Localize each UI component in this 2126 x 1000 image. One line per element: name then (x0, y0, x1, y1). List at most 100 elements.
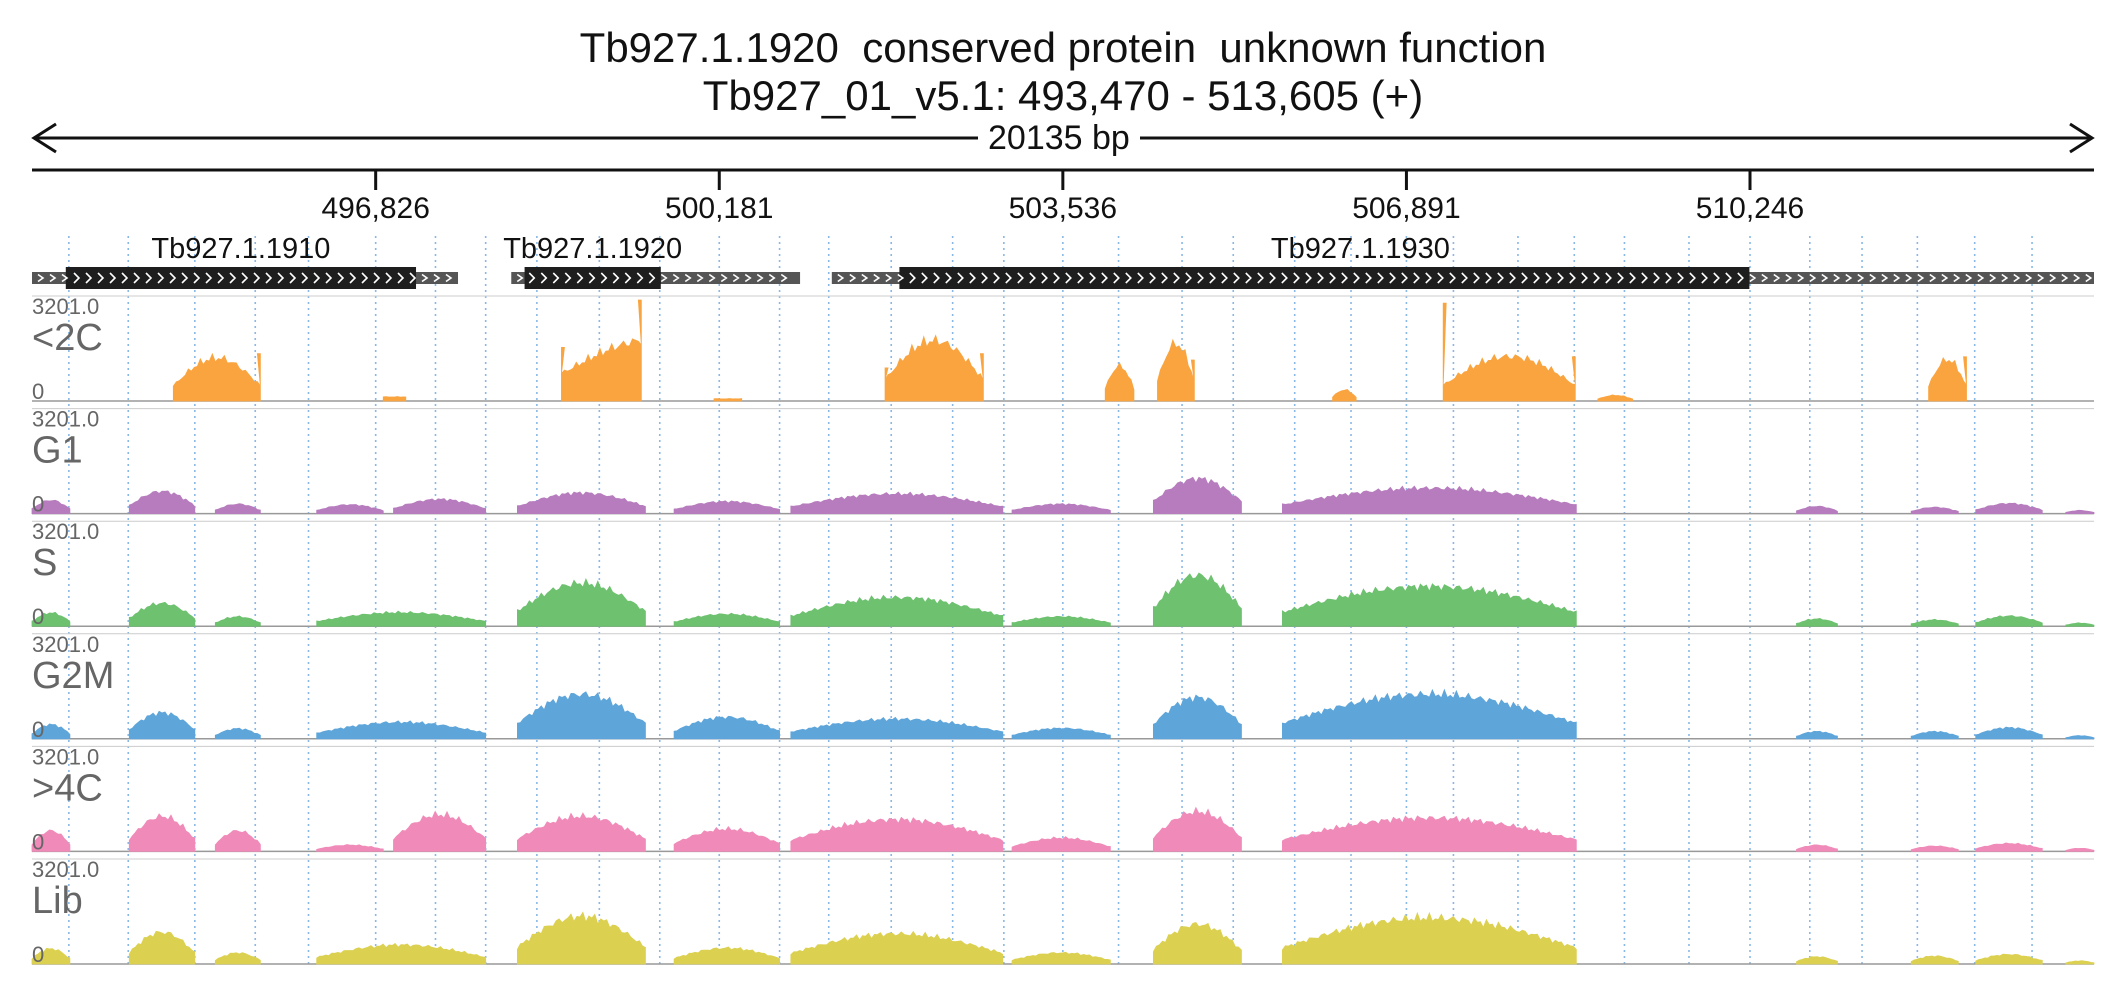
coverage-area (517, 491, 646, 514)
track-name: Lib (32, 880, 83, 922)
coverage-area (1796, 730, 1838, 740)
coverage-track: 3201.0<2C 0 (32, 294, 2094, 404)
track-max-label: 3201.0 (32, 519, 99, 544)
coverage-area (2065, 960, 2095, 965)
strand-arrows (837, 272, 2093, 284)
coverage-area (1796, 956, 1838, 965)
x-axis: 496,826 500,181 503,536 506,891 510,246 (32, 168, 2094, 225)
coverage-area (214, 727, 261, 740)
track-name: G1 (32, 430, 83, 472)
coverage-area (673, 612, 780, 627)
coverage-area (1910, 730, 1959, 740)
coverage-area (517, 578, 646, 627)
track-min-label: 0 (32, 942, 44, 967)
coverage-area (790, 491, 1004, 514)
coverage-area (517, 691, 646, 740)
coverage-area (382, 396, 407, 402)
coverage-area (1282, 583, 1577, 627)
span-length-label: 20135 bp (978, 118, 1140, 158)
coverage-area (31, 611, 71, 627)
coverage-track: 3201.0>4C 0 (31, 744, 2095, 854)
coverage-area (1152, 806, 1242, 852)
coverage-area (1796, 505, 1838, 514)
axis-tick-label: 496,826 (321, 192, 429, 225)
coverage-area (1332, 389, 1357, 402)
coverage-area (790, 930, 1004, 965)
coverage-area (1282, 485, 1577, 514)
figure-title: Tb927.1.1920 conserved protein unknown f… (579, 24, 1547, 71)
coverage-area (1928, 356, 1968, 402)
coverage-area (790, 716, 1004, 740)
coverage-area (517, 911, 646, 965)
coverage-area (1282, 911, 1577, 965)
coverage-area (1975, 842, 2043, 852)
coverage-area (517, 812, 646, 852)
coverage-area (673, 500, 780, 514)
coverage-area (316, 504, 384, 514)
coverage-area (790, 594, 1004, 627)
strand-arrows (37, 272, 453, 284)
coverage-area (128, 813, 196, 852)
track-name: G2M (32, 655, 114, 697)
coverage-area (1157, 338, 1195, 402)
coverage-area (2065, 622, 2095, 627)
coverage-area (1011, 836, 1111, 852)
track-max-label: 3201.0 (32, 744, 99, 769)
track-max-label: 3201.0 (32, 407, 99, 432)
coverage-area (673, 826, 780, 852)
coverage-area (31, 723, 71, 740)
coverage-area (31, 947, 71, 965)
coverage-area (128, 490, 196, 514)
coverage-area (1796, 844, 1838, 852)
strand-arrows (516, 272, 788, 284)
track-max-label: 3201.0 (32, 857, 99, 882)
track-min-label: 0 (32, 492, 44, 517)
coverage-area (1152, 694, 1242, 740)
span-arrow-right (2069, 122, 2095, 154)
axis-tick-label: 500,181 (665, 192, 773, 225)
coverage-area (560, 299, 642, 402)
coverage-area (31, 829, 71, 852)
coverage-area (1011, 615, 1111, 627)
coverage-area (1910, 955, 1959, 965)
coverage-area (1796, 617, 1838, 627)
axis-tick-label: 503,536 (1009, 192, 1117, 225)
coverage-area (214, 615, 261, 627)
span-arrow-left (31, 122, 57, 154)
coverage-area (1910, 506, 1959, 514)
coverage-area (1152, 476, 1242, 514)
gene-label: Tb927.1.1910 (151, 233, 330, 265)
track-name: <2C (32, 317, 103, 359)
coverage-area (1282, 688, 1577, 740)
coverage-area (1910, 845, 1959, 852)
coverage-area (790, 816, 1004, 852)
gene-label: Tb927.1.1920 (503, 233, 682, 265)
coverage-track: 3201.0S 0 (31, 519, 2095, 629)
coverage-area (1282, 815, 1577, 852)
gene: Tb927.1.1910 (32, 233, 459, 289)
coverage-area (128, 930, 196, 965)
coverage-area (1011, 727, 1111, 740)
coverage-area (1975, 502, 2043, 514)
coverage-area (1975, 615, 2043, 627)
coverage-track: 3201.0G1 0 (31, 407, 2095, 517)
coverage-area (2065, 509, 2095, 514)
coverage-area (884, 334, 984, 402)
gene-cds-bar (65, 267, 417, 289)
coverage-area (2065, 847, 2095, 852)
coverage-area (1104, 361, 1135, 402)
track-max-label: 3201.0 (32, 632, 99, 657)
track-name: >4C (32, 767, 103, 809)
coverage-area (1152, 572, 1242, 627)
coverage-area (2065, 735, 2095, 740)
coverage-area (1442, 302, 1576, 402)
track-min-label: 0 (32, 379, 44, 404)
gene-cds-bar (524, 267, 661, 289)
track-max-label: 3201.0 (32, 294, 99, 319)
axis-tick-label: 510,246 (1696, 192, 1804, 225)
track-min-label: 0 (32, 604, 44, 629)
coverage-area (673, 946, 780, 965)
